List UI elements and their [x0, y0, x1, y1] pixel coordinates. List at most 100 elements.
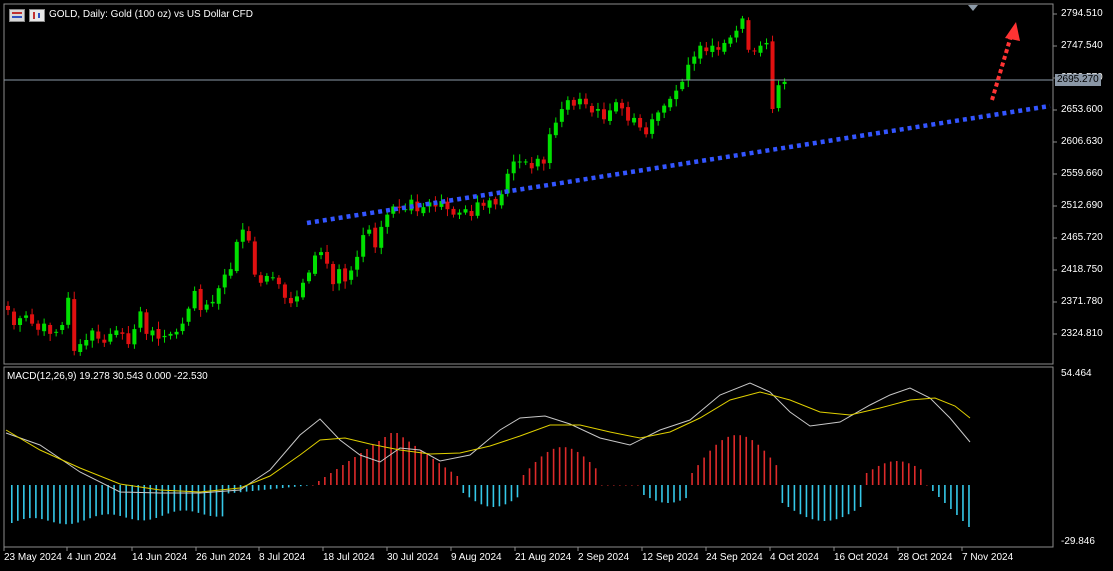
- macd-line: [5, 382, 971, 494]
- macd-histogram-bar: [239, 485, 242, 493]
- macd-histogram-bar: [829, 485, 832, 521]
- macd-histogram-bar: [715, 444, 717, 485]
- price-tick-label: 2559.660: [1061, 168, 1103, 179]
- candle-body: [246, 231, 251, 241]
- macd-histogram-bar: [606, 485, 609, 486]
- macd-histogram-bar: [619, 485, 621, 486]
- macd-histogram-bar: [71, 485, 73, 524]
- candle-body: [595, 109, 600, 111]
- candle-body: [258, 275, 263, 283]
- macd-histogram-bar: [570, 448, 573, 485]
- macd-histogram-bar: [95, 485, 97, 517]
- candle-body: [415, 201, 420, 212]
- macd-histogram-bar: [613, 485, 615, 486]
- current-price-tag: 2695.270: [1055, 74, 1101, 86]
- candle-body: [180, 323, 185, 332]
- macd-histogram-bar: [510, 485, 513, 502]
- time-tick-label: 2 Sep 2024: [578, 552, 630, 563]
- candle-body: [499, 194, 504, 206]
- macd-histogram-bar: [552, 448, 555, 485]
- macd-histogram-bar: [414, 445, 416, 485]
- candle-body: [728, 37, 733, 44]
- macd-histogram-bar: [841, 485, 844, 518]
- macd-histogram-bar: [576, 451, 579, 485]
- candle-body: [517, 161, 522, 163]
- macd-histogram-bar: [324, 477, 326, 485]
- macd-histogram-bar: [275, 485, 278, 489]
- macd-histogram-bar: [600, 485, 603, 486]
- macd-histogram-bar: [522, 475, 525, 485]
- candle-body: [210, 301, 215, 304]
- candle-body: [150, 330, 155, 336]
- candle-body: [54, 331, 59, 333]
- candle-body: [78, 344, 83, 352]
- candle-body: [391, 206, 396, 214]
- macd-histogram-bar: [817, 485, 820, 521]
- candle-body: [716, 47, 721, 50]
- macd-histogram-bar: [962, 485, 964, 521]
- macd-histogram-bar: [871, 469, 874, 485]
- candle-body: [198, 288, 203, 311]
- shift-marker-icon[interactable]: [968, 5, 978, 11]
- chart-type-icon[interactable]: [29, 9, 45, 22]
- candle-body: [48, 324, 53, 334]
- macd-histogram-bar: [221, 485, 224, 517]
- macd-histogram-bar: [926, 485, 928, 486]
- macd-histogram-bar: [251, 485, 254, 491]
- macd-histogram-bar: [35, 485, 37, 519]
- candle-body: [186, 308, 191, 322]
- candle-body: [638, 117, 643, 128]
- chart-title: GOLD, Daily: Gold (100 oz) vs US Dollar …: [49, 9, 253, 20]
- macd-histogram-bar: [811, 485, 814, 520]
- macd-histogram-bar: [305, 485, 308, 486]
- candle-body: [782, 81, 787, 85]
- price-tick-label: 2371.780: [1061, 296, 1103, 307]
- time-tick-label: 4 Jun 2024: [67, 552, 117, 563]
- macd-histogram-bar: [444, 467, 447, 485]
- macd-histogram-bar: [474, 485, 477, 502]
- macd-histogram-bar: [528, 468, 531, 485]
- macd-histogram-bar: [281, 485, 284, 488]
- candle-body: [740, 18, 745, 29]
- candle-body: [42, 323, 47, 332]
- candle-body: [571, 99, 576, 106]
- macd-histogram-bar: [956, 485, 958, 515]
- candle-body: [168, 333, 173, 336]
- macd-indicator: [5, 382, 971, 527]
- candle-body: [421, 207, 426, 214]
- candle-body: [529, 163, 534, 169]
- main-chart-area[interactable]: [3, 3, 1054, 365]
- candle-body: [313, 255, 318, 274]
- candle-body: [264, 275, 269, 282]
- candle-body: [72, 299, 77, 351]
- macd-histogram-bar: [594, 468, 597, 485]
- macd-histogram-bar: [330, 473, 332, 485]
- candle-body: [204, 304, 209, 310]
- macd-histogram-bar: [462, 485, 465, 493]
- price-tick-label: 2512.690: [1061, 200, 1103, 211]
- candle-body: [222, 274, 227, 288]
- window-menu-icon[interactable]: [9, 9, 25, 22]
- macd-histogram-bar: [781, 485, 784, 503]
- macd-histogram-bar: [456, 476, 459, 485]
- candle-body: [355, 256, 360, 270]
- candle-body: [102, 339, 107, 343]
- candle-body: [162, 335, 167, 338]
- candle-body: [770, 41, 775, 110]
- macd-histogram-bar: [384, 437, 386, 485]
- projection-arrow: [990, 22, 1020, 101]
- macd-histogram-bar: [721, 440, 723, 485]
- macd-histogram-bar: [257, 485, 260, 491]
- macd-histogram-bar: [883, 463, 886, 485]
- candle-body: [553, 122, 558, 136]
- macd-histogram-bar: [11, 485, 13, 523]
- candle-body: [439, 201, 444, 207]
- macd-histogram-bar: [504, 485, 507, 505]
- macd-histogram-bar: [426, 454, 428, 485]
- candle-body: [589, 105, 594, 113]
- macd-histogram-bar: [558, 447, 561, 485]
- macd-histogram-bar: [65, 485, 67, 525]
- macd-histogram-bar: [564, 447, 567, 485]
- macd-panel[interactable]: [3, 366, 1054, 548]
